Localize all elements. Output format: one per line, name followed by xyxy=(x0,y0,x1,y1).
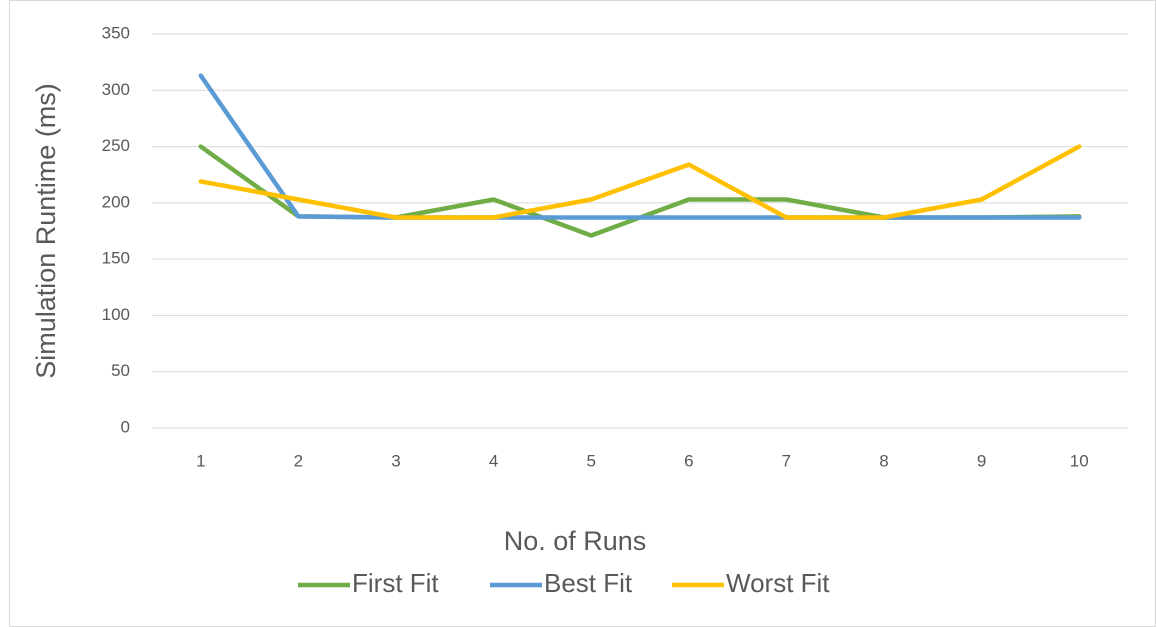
chart-border xyxy=(9,0,1156,627)
y-tick-label: 350 xyxy=(102,23,130,42)
x-tick-label: 7 xyxy=(782,451,791,470)
x-axis-title: No. of Runs xyxy=(504,526,647,556)
y-tick-label: 200 xyxy=(102,192,130,211)
y-tick-label: 50 xyxy=(111,361,130,380)
x-tick-label: 1 xyxy=(196,451,205,470)
x-tick-label: 5 xyxy=(586,451,595,470)
x-tick-label: 10 xyxy=(1070,451,1089,470)
y-tick-label: 150 xyxy=(102,249,130,268)
y-tick-label: 300 xyxy=(102,80,130,99)
y-tick-label: 0 xyxy=(121,417,130,436)
x-tick-label: 6 xyxy=(684,451,693,470)
y-axis-title: Simulation Runtime (ms) xyxy=(31,83,61,379)
x-tick-label: 3 xyxy=(391,451,400,470)
legend-label: First Fit xyxy=(352,568,439,598)
x-tick-label: 2 xyxy=(294,451,303,470)
series-line xyxy=(198,73,1082,220)
legend-label: Worst Fit xyxy=(726,568,830,598)
y-tick-label: 250 xyxy=(102,136,130,155)
x-tick-label: 4 xyxy=(489,451,498,470)
x-tick-label: 9 xyxy=(977,451,986,470)
x-tick-label: 8 xyxy=(879,451,888,470)
legend-label: Best Fit xyxy=(544,568,633,598)
y-tick-label: 100 xyxy=(102,305,130,324)
series-line xyxy=(198,144,1082,220)
